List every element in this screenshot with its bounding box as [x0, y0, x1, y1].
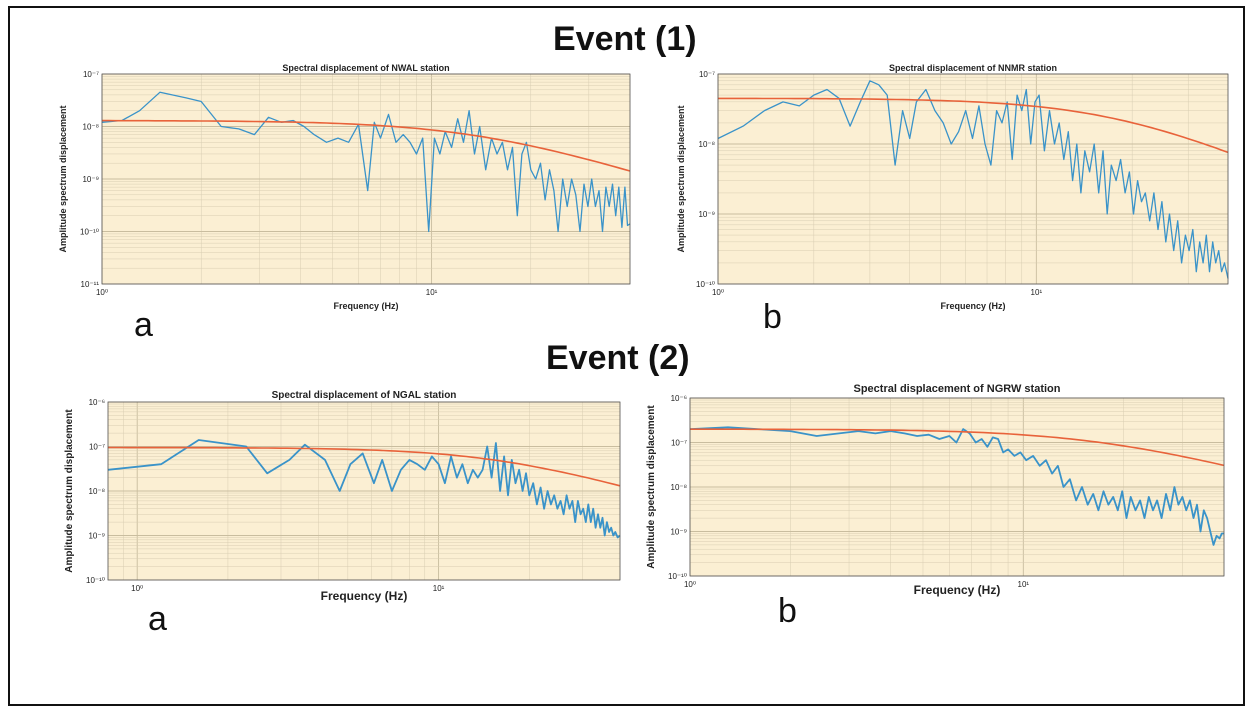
y-tick-label: 10⁻⁸ [699, 140, 716, 149]
plot-area [718, 74, 1228, 284]
model-fit-curve [108, 446, 621, 487]
y-tick-label: 10⁻⁸ [671, 483, 688, 492]
y-axis-label: Amplitude spectrum displacement [676, 105, 686, 252]
chart-title: Spectral displacement of NGRW station [853, 383, 1060, 395]
model-fit-curve [718, 97, 1229, 154]
plot-frame [717, 73, 1229, 285]
y-tick-label: 10⁻¹¹ [81, 280, 100, 289]
y-tick-label: 10⁻⁷ [671, 439, 687, 448]
y-tick-label: 10⁻¹⁰ [668, 572, 687, 581]
x-axis-label: Frequency (Hz) [333, 301, 398, 311]
observed-spectrum-line [689, 426, 1224, 546]
y-axis-label: Amplitude spectrum displacement [58, 105, 68, 252]
observed-spectrum-line [107, 439, 621, 539]
chart-title: Spectral displacement of NNMR station [889, 63, 1057, 73]
x-axis-label: Frequency (Hz) [940, 301, 1005, 311]
y-axis-label: Amplitude spectrum displacement [646, 405, 657, 569]
event-1-title: Event (1) [553, 20, 697, 58]
y-tick-label: 10⁻⁶ [671, 394, 687, 403]
model-fit-curve [690, 428, 1225, 467]
panel-label-event2-b: b [778, 592, 797, 630]
plot-frame [107, 401, 621, 581]
chart-nnmr-station: 10⁰ 10¹ 10⁻¹⁰ 10⁻⁹ 10⁻⁸ 10⁻⁷ Spectral displace… [676, 63, 1229, 311]
observed-spectrum-line [101, 91, 631, 233]
panel-label-event2-a: a [148, 600, 167, 638]
x-tick-label: 10⁰ [131, 584, 143, 593]
y-tick-label: 10⁻⁷ [83, 70, 99, 79]
x-axis-label: Frequency (Hz) [321, 589, 408, 603]
observed-spectrum-line [717, 80, 1229, 279]
panel-label-event1-b: b [763, 298, 782, 336]
x-tick-label: 10¹ [426, 288, 438, 297]
chart-ngrw-station: 10⁰ 10¹ 10⁻¹⁰ 10⁻⁹ 10⁻⁸ 10⁻⁷ 10⁻⁶ Spectral disp… [646, 383, 1225, 597]
y-tick-label: 10⁻⁶ [89, 398, 105, 407]
y-tick-label: 10⁻⁷ [699, 70, 715, 79]
y-tick-label: 10⁻⁹ [670, 528, 687, 537]
y-tick-label: 10⁻⁸ [89, 487, 106, 496]
y-tick-label: 10⁻⁷ [89, 443, 105, 452]
grid [101, 73, 631, 285]
x-tick-label: 10⁰ [712, 288, 724, 297]
chart-title: Spectral displacement of NGAL station [272, 390, 457, 401]
x-tick-label: 10¹ [1031, 288, 1043, 297]
x-axis-label: Frequency (Hz) [914, 583, 1001, 597]
x-tick-label: 10⁰ [684, 580, 696, 589]
y-tick-label: 10⁻¹⁰ [86, 576, 105, 585]
chart-title: Spectral displacement of NWAL station [282, 63, 449, 73]
y-axis-label: Amplitude spectrum displacement [64, 409, 75, 573]
x-tick-label: 10¹ [1018, 580, 1030, 589]
y-tick-label: 10⁻⁹ [88, 532, 105, 541]
chart-nwal-station: 10⁰ 10¹ 10⁻¹¹ 10⁻¹⁰ 10⁻⁹ 10⁻⁸ 10⁻⁷ Spectral dis… [58, 63, 631, 311]
y-tick-label: 10⁻⁸ [83, 123, 100, 132]
chart-ngal-station: 10⁰ 10¹ 10⁻¹⁰ 10⁻⁹ 10⁻⁸ 10⁻⁷ 10⁻⁶ Spectral disp… [64, 390, 621, 603]
panel-label-event1-a: a [134, 306, 153, 344]
y-tick-label: 10⁻¹⁰ [696, 280, 715, 289]
model-fit-curve [102, 119, 631, 172]
y-tick-label: 10⁻¹⁰ [80, 228, 99, 237]
plot-frame [101, 73, 631, 285]
y-tick-label: 10⁻⁹ [82, 175, 99, 184]
plot-frame [689, 397, 1225, 577]
event-2-title: Event (2) [546, 339, 690, 377]
y-tick-label: 10⁻⁹ [698, 210, 715, 219]
x-tick-label: 10¹ [433, 584, 445, 593]
x-tick-label: 10⁰ [96, 288, 108, 297]
